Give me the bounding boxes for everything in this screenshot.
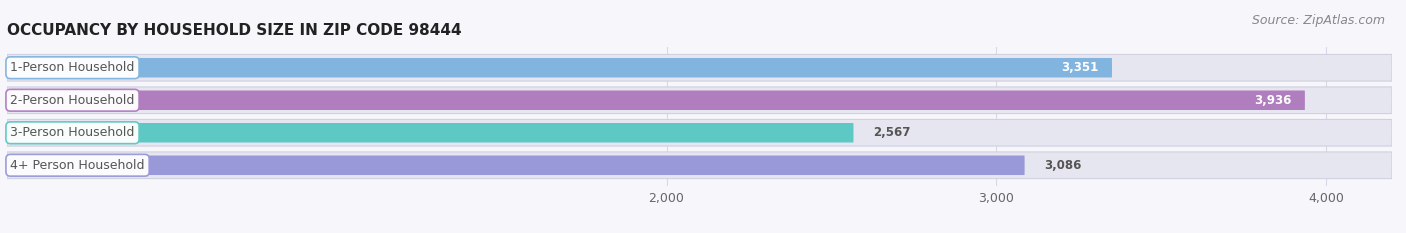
- FancyBboxPatch shape: [7, 123, 853, 143]
- Text: 1-Person Household: 1-Person Household: [10, 61, 135, 74]
- Text: 3,086: 3,086: [1045, 159, 1081, 172]
- FancyBboxPatch shape: [7, 87, 1392, 113]
- FancyBboxPatch shape: [7, 54, 1392, 81]
- FancyBboxPatch shape: [7, 152, 1392, 179]
- FancyBboxPatch shape: [7, 120, 1392, 146]
- Text: 2,567: 2,567: [873, 126, 911, 139]
- Text: 3,936: 3,936: [1254, 94, 1292, 107]
- FancyBboxPatch shape: [7, 155, 1025, 175]
- Text: 3-Person Household: 3-Person Household: [10, 126, 135, 139]
- Text: 4+ Person Household: 4+ Person Household: [10, 159, 145, 172]
- Text: 3,351: 3,351: [1062, 61, 1099, 74]
- FancyBboxPatch shape: [7, 58, 1112, 78]
- Text: Source: ZipAtlas.com: Source: ZipAtlas.com: [1251, 14, 1385, 27]
- Text: 2-Person Household: 2-Person Household: [10, 94, 135, 107]
- Text: OCCUPANCY BY HOUSEHOLD SIZE IN ZIP CODE 98444: OCCUPANCY BY HOUSEHOLD SIZE IN ZIP CODE …: [7, 24, 461, 38]
- FancyBboxPatch shape: [7, 90, 1305, 110]
